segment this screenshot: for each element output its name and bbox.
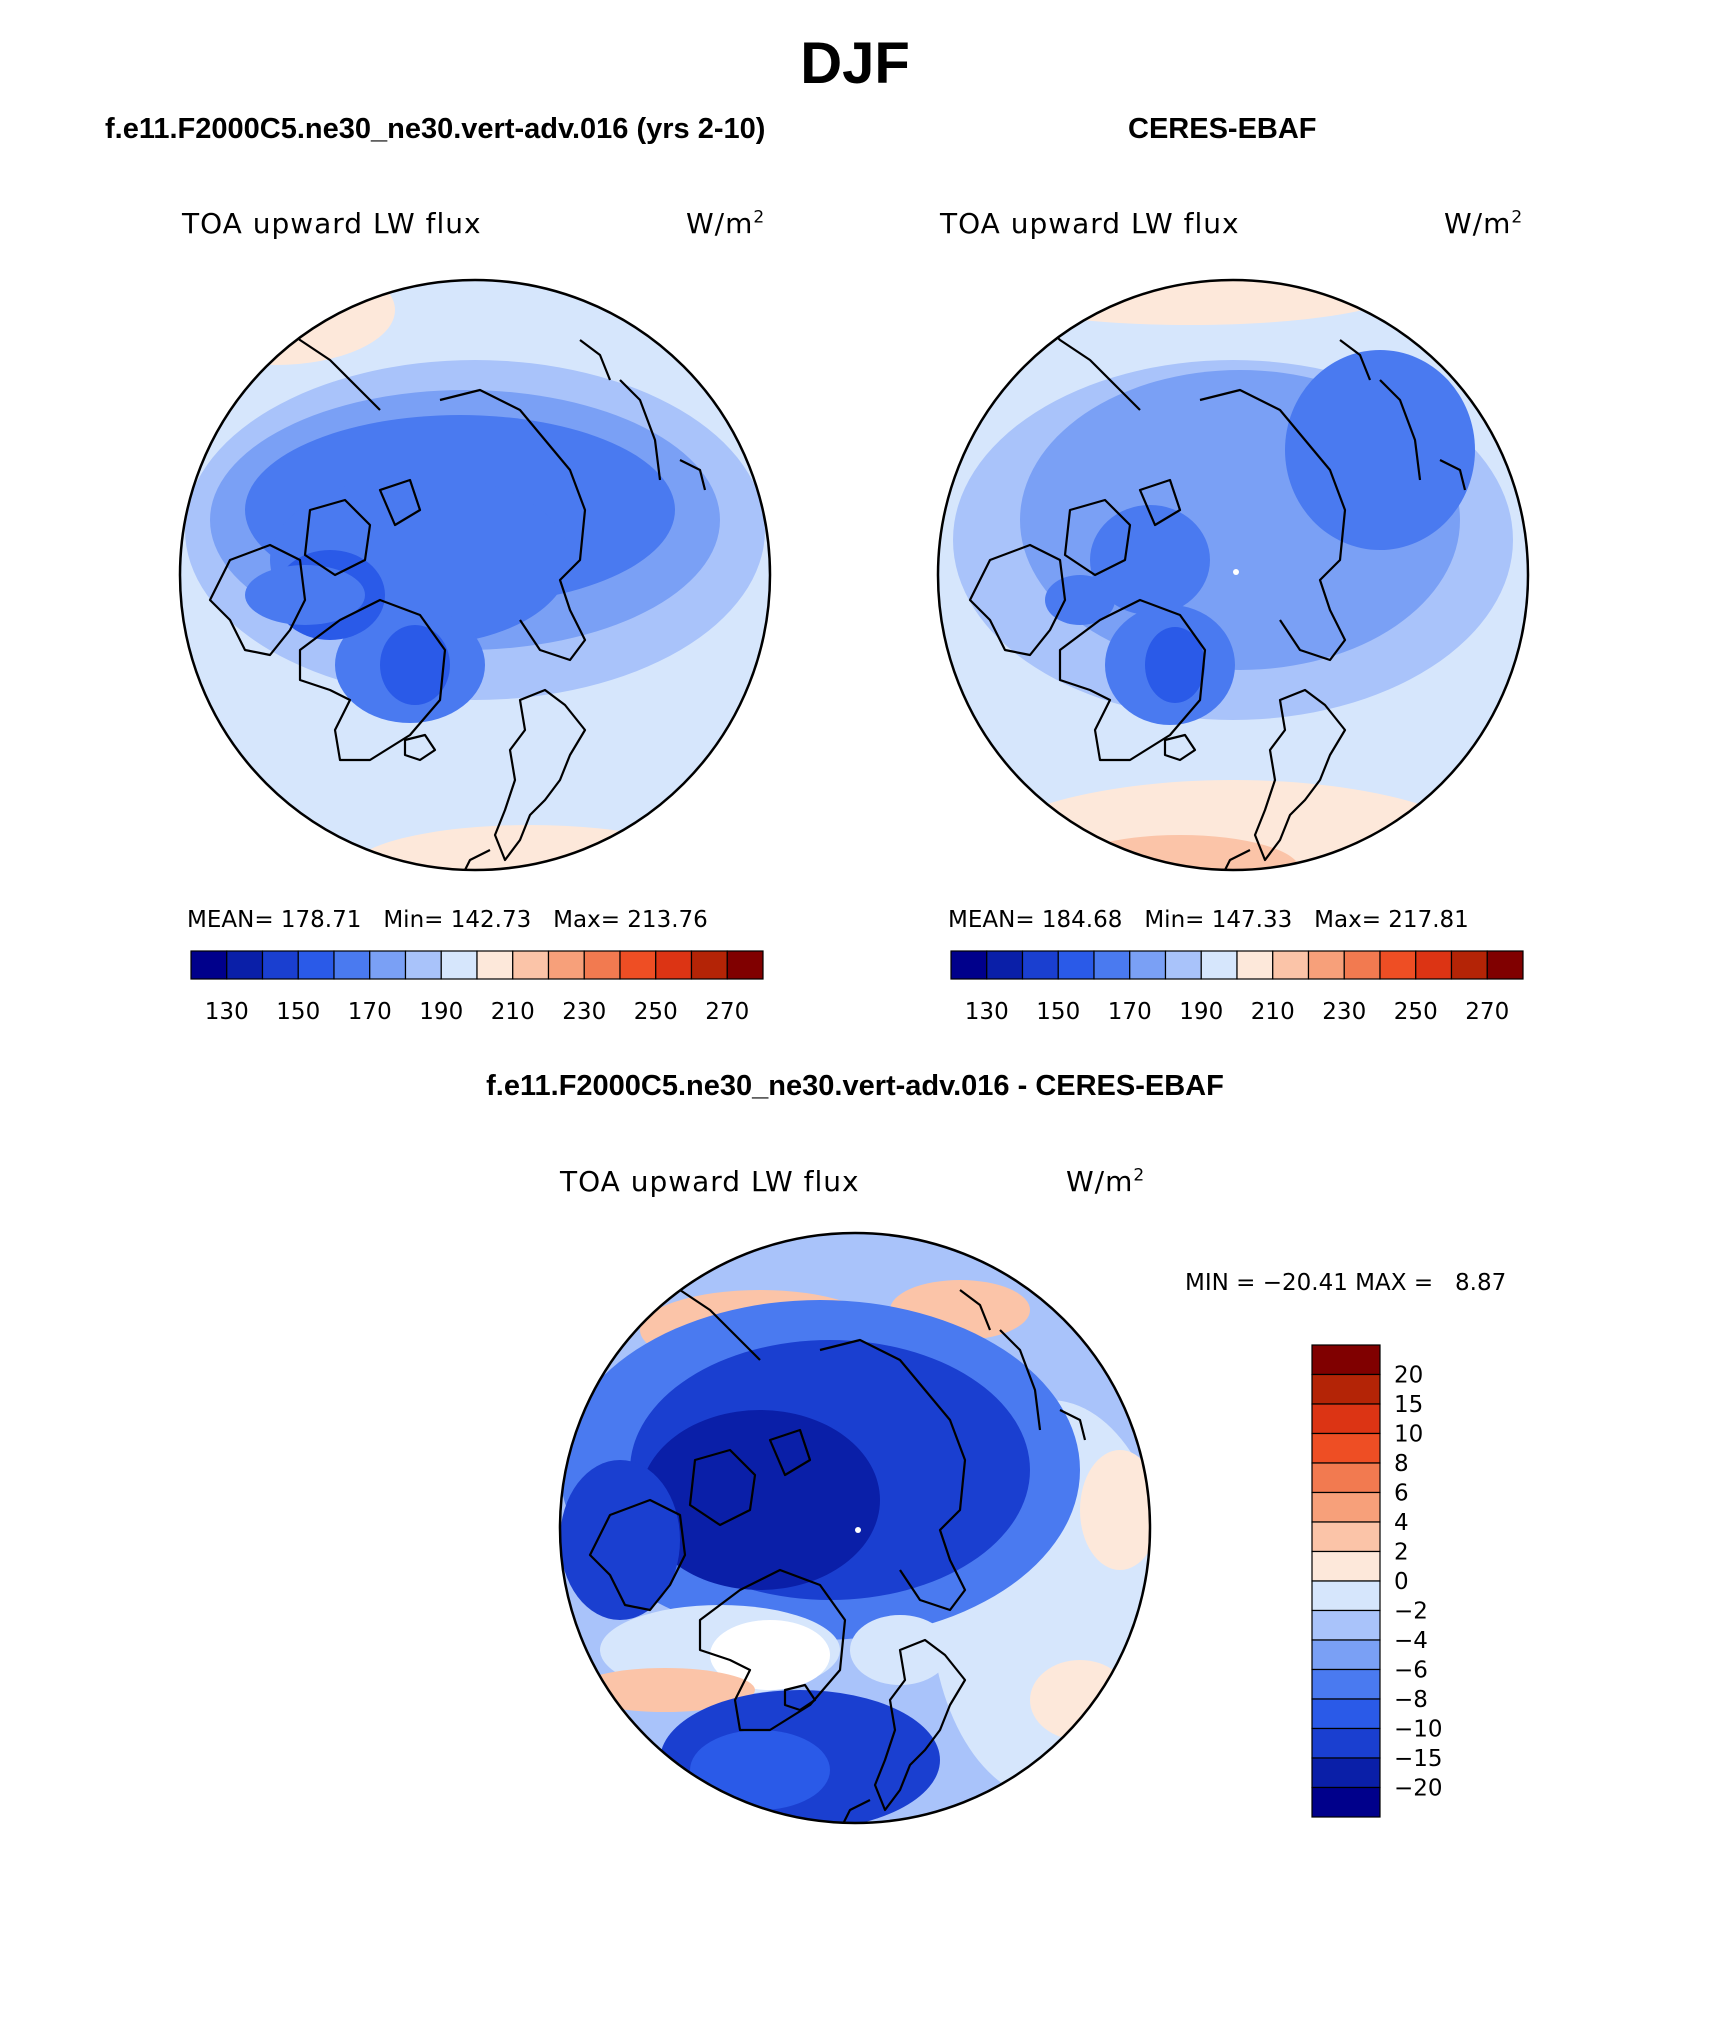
obs-colorbar-tick-label: 230	[1322, 999, 1366, 1025]
diff-colorbar-tick-label: −10	[1394, 1717, 1443, 1743]
diff-colorbar-swatch	[1311, 1639, 1381, 1671]
model-polar-map	[178, 278, 772, 872]
diff-variable-label: TOA upward LW flux	[560, 1165, 860, 1198]
model-colorbar-swatch	[619, 950, 657, 980]
obs-colorbar-swatch	[986, 950, 1024, 980]
obs-colorbar-swatch	[1164, 950, 1202, 980]
model-colorbar-swatch	[369, 950, 407, 980]
diff-colorbar-tick-label: 6	[1394, 1481, 1409, 1507]
diff-colorbar-swatch	[1311, 1550, 1381, 1582]
diff-colorbar-swatch	[1311, 1491, 1381, 1523]
obs-colorbar-tick-label: 190	[1179, 999, 1223, 1025]
obs-colorbar-swatch	[1343, 950, 1381, 980]
diff-colorbar-swatch	[1311, 1698, 1381, 1730]
obs-colorbar-tick-label: 130	[965, 999, 1009, 1025]
model-panel-heading: f.e11.F2000C5.ne30_ne30.vert-adv.016 (yr…	[105, 113, 766, 145]
obs-polar-map	[936, 278, 1530, 872]
diff-colorbar-tick-label: −20	[1394, 1776, 1443, 1802]
model-colorbar-swatch	[583, 950, 621, 980]
diff-colorbar-swatch	[1311, 1727, 1381, 1759]
model-colorbar-swatch	[226, 950, 264, 980]
diff-colorbar-swatch	[1311, 1580, 1381, 1612]
model-colorbar-tick-label: 210	[491, 999, 535, 1025]
diff-colorbar-swatch	[1311, 1786, 1381, 1818]
obs-colorbar-swatch	[1415, 950, 1453, 980]
obs-colorbar-swatch	[1486, 950, 1524, 980]
model-units-label: W/m2	[686, 207, 766, 240]
obs-colorbar-swatch	[1200, 950, 1238, 980]
model-colorbar-tick-label: 150	[276, 999, 320, 1025]
obs-colorbar-tick-label: 250	[1394, 999, 1438, 1025]
obs-colorbar-tick-label: 270	[1465, 999, 1509, 1025]
diff-colorbar-swatch	[1311, 1462, 1381, 1494]
diff-colorbar-tick-label: 10	[1394, 1422, 1423, 1448]
model-colorbar-tick-label: 270	[705, 999, 749, 1025]
model-colorbar-swatch	[333, 950, 371, 980]
obs-colorbar-swatch	[1129, 950, 1167, 980]
diff-colorbar-tick-label: 8	[1394, 1451, 1409, 1477]
diff-colorbar-tick-label: −2	[1394, 1599, 1428, 1625]
obs-colorbar-swatch	[1236, 950, 1274, 980]
model-colorbar-tick-label: 250	[634, 999, 678, 1025]
model-colorbar-tick-label: 190	[419, 999, 463, 1025]
model-colorbar-swatch	[655, 950, 693, 980]
obs-colorbar-tick-label: 170	[1108, 999, 1152, 1025]
model-colorbar-swatch	[190, 950, 228, 980]
diff-colorbar-tick-label: −8	[1394, 1687, 1428, 1713]
diff-colorbar-tick-label: 0	[1394, 1569, 1409, 1595]
obs-colorbar-swatch	[1379, 950, 1417, 980]
diff-colorbar-tick-label: 2	[1394, 1540, 1409, 1566]
diff-stats: MIN = −20.41 MAX = 8.87	[1185, 1270, 1507, 1296]
model-colorbar-swatch	[476, 950, 514, 980]
diff-colorbar-tick-label: −4	[1394, 1628, 1428, 1654]
model-variable-label: TOA upward LW flux	[182, 207, 482, 240]
diff-colorbar-swatch	[1311, 1432, 1381, 1464]
model-colorbar-swatch	[404, 950, 442, 980]
model-colorbar-tick-label: 230	[562, 999, 606, 1025]
model-colorbar-swatch	[297, 950, 335, 980]
model-colorbar-swatch	[440, 950, 478, 980]
diff-colorbar-swatch	[1311, 1403, 1381, 1435]
diff-panel-heading: f.e11.F2000C5.ne30_ne30.vert-adv.016 - C…	[486, 1070, 1224, 1102]
diff-colorbar-tick-label: 20	[1394, 1363, 1423, 1389]
obs-colorbar-swatch	[1021, 950, 1059, 980]
obs-colorbar-swatch	[1093, 950, 1131, 980]
diff-colorbar-swatch	[1311, 1521, 1381, 1553]
model-colorbar-swatch	[547, 950, 585, 980]
obs-colorbar-swatch	[1450, 950, 1488, 980]
obs-colorbar-tick-label: 150	[1036, 999, 1080, 1025]
diff-polar-map	[558, 1231, 1152, 1825]
model-colorbar-swatch	[512, 950, 550, 980]
diff-colorbar-swatch	[1311, 1757, 1381, 1789]
diff-colorbar-tick-label: 4	[1394, 1510, 1409, 1536]
obs-colorbar-tick-label: 210	[1251, 999, 1295, 1025]
model-colorbar-swatch	[690, 950, 728, 980]
obs-units-label: W/m2	[1444, 207, 1524, 240]
diff-colorbar-tick-label: −15	[1394, 1746, 1443, 1772]
obs-variable-label: TOA upward LW flux	[940, 207, 1240, 240]
obs-colorbar-swatch	[1057, 950, 1095, 980]
model-colorbar-swatch	[726, 950, 764, 980]
model-colorbar-tick-label: 130	[205, 999, 249, 1025]
model-colorbar: 130 150 170 190 210 230 250 270	[190, 950, 764, 1025]
diff-colorbar-tick-label: −6	[1394, 1658, 1428, 1684]
obs-colorbar-swatch	[1272, 950, 1310, 980]
obs-panel-heading: CERES-EBAF	[1128, 113, 1317, 145]
diff-colorbar-tick-label: 15	[1394, 1392, 1423, 1418]
obs-colorbar-swatch	[1307, 950, 1345, 980]
diff-colorbar-swatch	[1311, 1668, 1381, 1700]
diff-colorbar-swatch	[1311, 1373, 1381, 1405]
obs-colorbar: 130 150 170 190 210 230 250 270	[950, 950, 1524, 1025]
figure-title: DJF	[800, 31, 910, 96]
model-colorbar-tick-label: 170	[348, 999, 392, 1025]
obs-stats: MEAN= 184.68 Min= 147.33 Max= 217.81	[948, 907, 1469, 933]
diff-colorbar-swatch	[1311, 1609, 1381, 1641]
diff-units-label: W/m2	[1066, 1165, 1146, 1198]
diff-colorbar-swatch	[1311, 1344, 1381, 1376]
model-colorbar-swatch	[261, 950, 299, 980]
model-stats: MEAN= 178.71 Min= 142.73 Max= 213.76	[187, 907, 708, 933]
obs-colorbar-swatch	[950, 950, 988, 980]
